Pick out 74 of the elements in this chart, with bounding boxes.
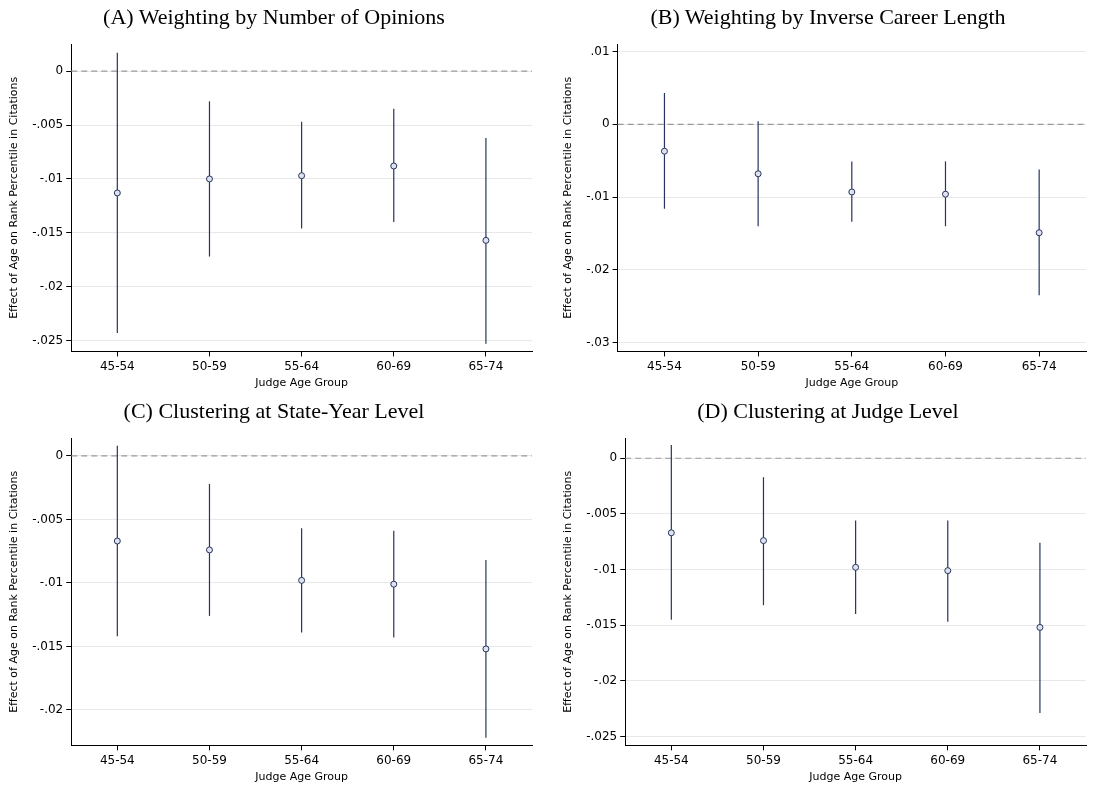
point [667, 529, 675, 537]
x-tick-label: 55-64 [284, 358, 320, 373]
point [113, 189, 121, 197]
point [390, 162, 398, 170]
point [852, 563, 860, 571]
y-tick-label: -.025 [32, 332, 64, 347]
x-tick-label: 50-59 [746, 752, 781, 767]
x-axis-title: Judge Age Group [808, 770, 902, 784]
y-tick-label: -.01 [39, 171, 64, 186]
y-tick-label: -.015 [586, 617, 618, 632]
y-tick-label: -.005 [32, 511, 64, 526]
x-tick-label: 65-74 [468, 358, 504, 373]
x-tick-label: 50-59 [192, 358, 227, 373]
x-tick-label: 45-54 [647, 358, 682, 373]
point [848, 188, 856, 196]
point [660, 147, 668, 155]
x-tick-label: 60-69 [376, 752, 412, 767]
y-tick-label: -.01 [39, 575, 64, 590]
point [941, 190, 949, 198]
x-tick-label: 65-74 [1021, 358, 1057, 373]
y-axis-title: Effect of Age on Rank Percentile in Citations [561, 76, 575, 319]
y-tick-label: 0 [55, 448, 64, 463]
x-tick-label: 60-69 [376, 358, 412, 373]
x-axis-title: Judge Age Group [254, 376, 348, 390]
y-tick-label: -.03 [586, 334, 610, 349]
point [298, 172, 306, 180]
point [390, 580, 398, 588]
chart-title: (C) Clustering at State-Year Level [122, 397, 426, 425]
x-tick-label: 55-64 [838, 752, 874, 767]
chart-title: (A) Weighting by Number of Opinions [102, 3, 446, 31]
y-tick-label: 0 [609, 450, 618, 465]
point [1035, 229, 1043, 237]
x-tick-label: 45-54 [99, 752, 135, 767]
point [944, 567, 952, 575]
point [205, 175, 213, 183]
point [482, 645, 490, 653]
point [482, 236, 490, 244]
x-tick-label: 65-74 [1022, 752, 1058, 767]
y-axis-title: Effect of Age on Rank Percentile in Citations [7, 76, 21, 319]
y-tick-label: -.025 [586, 728, 618, 743]
y-tick-label: -.01 [586, 189, 610, 204]
point [205, 546, 213, 554]
y-tick-label: -.015 [32, 638, 64, 653]
y-tick-label: -.015 [32, 224, 64, 239]
y-tick-label: -.02 [39, 278, 64, 293]
y-axis-title: Effect of Age on Rank Percentile in Citations [561, 470, 575, 713]
x-axis-title: Judge Age Group [254, 770, 348, 784]
y-tick-label: -.005 [32, 117, 64, 132]
y-tick-label: -.02 [39, 701, 64, 716]
point [113, 537, 121, 545]
point [759, 537, 767, 545]
y-tick-label: -.005 [586, 506, 618, 521]
y-tick-label: .01 [590, 43, 610, 58]
y-tick-label: -.02 [593, 672, 618, 687]
chart-title: (B) Weighting by Inverse Career Length [649, 3, 1007, 31]
point [754, 170, 762, 178]
y-tick-label: -.01 [593, 561, 618, 576]
y-axis-title: Effect of Age on Rank Percentile in Citations [7, 470, 21, 713]
y-tick-label: -.02 [586, 261, 610, 276]
point [1036, 623, 1044, 631]
y-tick-label: 0 [601, 116, 610, 131]
x-tick-label: 60-69 [928, 358, 963, 373]
x-tick-label: 55-64 [284, 752, 320, 767]
point [298, 576, 306, 584]
x-tick-label: 55-64 [834, 358, 870, 373]
x-axis-title: Judge Age Group [804, 376, 899, 390]
x-tick-label: 50-59 [192, 752, 227, 767]
x-tick-label: 60-69 [930, 752, 966, 767]
x-tick-label: 45-54 [653, 752, 689, 767]
x-tick-label: 65-74 [468, 752, 504, 767]
x-tick-label: 45-54 [99, 358, 135, 373]
x-tick-label: 50-59 [740, 358, 776, 373]
y-tick-label: 0 [55, 63, 64, 78]
chart-title: (D) Clustering at Judge Level [696, 397, 960, 425]
